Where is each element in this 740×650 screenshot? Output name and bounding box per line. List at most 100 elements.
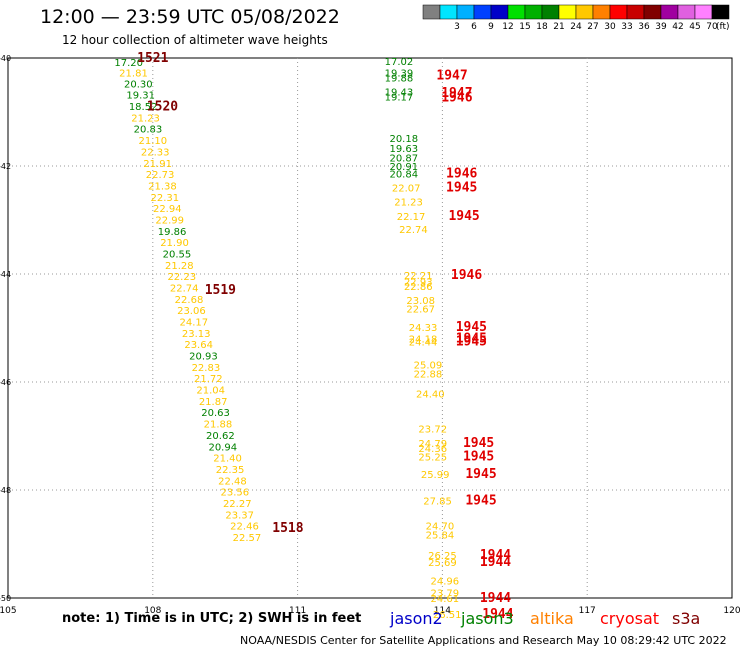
satellite-cryosat: cryosat bbox=[600, 609, 660, 628]
wave-height-label: 23.06 bbox=[177, 306, 206, 317]
time-label: 1945 bbox=[463, 436, 494, 451]
wave-height-label: 21.38 bbox=[148, 181, 177, 192]
time-label: 1945 bbox=[456, 320, 487, 335]
wave-height-label: 22.93 bbox=[404, 278, 433, 289]
legend-tick-label: 6 bbox=[471, 22, 477, 32]
y-tick-label: -46 bbox=[0, 378, 11, 387]
time-label: 1518 bbox=[272, 521, 303, 536]
wave-height-label: 21.04 bbox=[196, 386, 225, 397]
time-label: 1944 bbox=[482, 607, 513, 622]
legend-tick-label: 21 bbox=[553, 22, 564, 32]
time-label: 1945 bbox=[446, 181, 477, 196]
y-tick-label: -48 bbox=[0, 486, 11, 495]
wave-height-label: 20.94 bbox=[208, 442, 237, 453]
y-tick-label: -42 bbox=[0, 162, 11, 171]
time-label: 1946 bbox=[446, 167, 477, 182]
wave-height-label: 22.31 bbox=[151, 193, 180, 204]
x-tick-label: 120 bbox=[723, 606, 740, 616]
wave-height-label: 21.10 bbox=[138, 136, 167, 147]
wave-height-label: 19.88 bbox=[385, 73, 414, 84]
time-label: 1947 bbox=[436, 68, 467, 83]
satellite-jason2: jason2 bbox=[390, 609, 443, 628]
legend-tick-label: 45 bbox=[689, 22, 700, 32]
chart-title: 12:00 — 23:59 UTC 05/08/2022 bbox=[40, 6, 340, 28]
legend-swatch bbox=[456, 4, 475, 20]
wave-height-label: 24.96 bbox=[430, 577, 459, 588]
legend-swatch bbox=[575, 4, 594, 20]
wave-height-label: 22.99 bbox=[155, 215, 184, 226]
time-label: 1946 bbox=[451, 268, 482, 283]
time-label: 1946 bbox=[441, 90, 472, 105]
wave-height-label: 22.46 bbox=[230, 522, 259, 533]
legend-tick-label: 27 bbox=[587, 22, 598, 32]
wave-height-label: 21.40 bbox=[213, 454, 242, 465]
wave-height-label: 22.88 bbox=[414, 369, 443, 380]
plot-frame bbox=[7, 57, 733, 599]
wave-height-label: 22.86 bbox=[404, 282, 433, 293]
wave-height-label: 23.13 bbox=[182, 329, 211, 340]
wave-height-label: 24.40 bbox=[416, 389, 445, 400]
credit-line: NOAA/NESDIS Center for Satellite Applica… bbox=[240, 634, 727, 647]
time-label: 1519 bbox=[205, 283, 236, 298]
wave-height-label: 24.44 bbox=[409, 338, 438, 349]
chart-subtitle: 12 hour collection of altimeter wave hei… bbox=[62, 33, 328, 47]
time-label: 1945 bbox=[463, 450, 494, 465]
wave-height-label: 21.72 bbox=[194, 374, 223, 385]
wave-height-label: 24.61 bbox=[430, 594, 459, 605]
wave-height-label: 24.18 bbox=[409, 334, 438, 345]
x-tick-label: 114 bbox=[434, 606, 451, 616]
legend-swatch bbox=[558, 4, 577, 20]
time-label: 1944 bbox=[480, 548, 511, 563]
time-label: 1945 bbox=[456, 331, 487, 346]
wave-height-label: 24.36 bbox=[418, 444, 447, 455]
x-tick-label: 117 bbox=[579, 606, 596, 616]
legend-tick-label: 36 bbox=[638, 22, 650, 32]
wave-height-label: 20.55 bbox=[163, 249, 192, 260]
wave-height-label: 19.31 bbox=[126, 91, 155, 102]
wave-height-label: 20.83 bbox=[134, 125, 163, 136]
wave-height-label: 24.33 bbox=[409, 323, 438, 334]
legend-swatch bbox=[626, 4, 645, 20]
wave-height-label: 21.91 bbox=[143, 159, 172, 170]
wave-height-label: 22.23 bbox=[167, 272, 196, 283]
wave-height-label: 22.07 bbox=[392, 184, 421, 195]
time-label: 1944 bbox=[480, 591, 511, 606]
wave-height-label: 23.56 bbox=[221, 488, 250, 499]
wave-height-label: 25.09 bbox=[414, 361, 443, 372]
legend-swatch bbox=[609, 4, 628, 20]
legend-swatch bbox=[507, 4, 526, 20]
wave-height-label: 21.90 bbox=[160, 238, 189, 249]
time-label: 1520 bbox=[147, 100, 178, 115]
legend-swatch bbox=[643, 4, 662, 20]
x-tick-label: 105 bbox=[0, 606, 17, 616]
wave-height-label: 19.39 bbox=[385, 69, 414, 80]
wave-height-label: 22.35 bbox=[216, 465, 245, 476]
wave-height-label: 24.79 bbox=[418, 439, 447, 450]
wave-height-label: 19.43 bbox=[385, 87, 414, 98]
satellite-altika: altika bbox=[530, 609, 574, 628]
wave-height-label: 22.74 bbox=[399, 225, 428, 236]
time-label: 1945 bbox=[456, 335, 487, 350]
satellite-jason3: jason3 bbox=[461, 609, 514, 628]
legend-tick-label: 33 bbox=[621, 22, 632, 32]
wave-height-label: 20.91 bbox=[389, 162, 418, 173]
legend-tick-label: 15 bbox=[519, 22, 530, 32]
satellite-s3a: s3a bbox=[672, 609, 701, 628]
legend-tick-label: 18 bbox=[536, 22, 548, 32]
wave-height-label: 25.99 bbox=[421, 470, 450, 481]
y-tick-label: -40 bbox=[0, 54, 11, 63]
legend-tick-label: 42 bbox=[672, 22, 683, 32]
wave-height-label: 21.23 bbox=[394, 198, 423, 209]
wave-height-label: 22.68 bbox=[175, 295, 204, 306]
legend-units: (ft) bbox=[716, 22, 730, 32]
legend-swatch bbox=[677, 4, 696, 20]
legend-tick-label: 24 bbox=[570, 22, 582, 32]
legend-tick-label: 9 bbox=[488, 22, 494, 32]
y-tick-label: -50 bbox=[0, 594, 11, 603]
legend-swatch bbox=[694, 4, 713, 20]
wave-height-label: 21.88 bbox=[204, 420, 233, 431]
wave-height-label: 19.63 bbox=[389, 144, 418, 155]
wave-height-label: 18.52 bbox=[129, 102, 158, 113]
wave-height-label: 20.62 bbox=[206, 431, 235, 442]
